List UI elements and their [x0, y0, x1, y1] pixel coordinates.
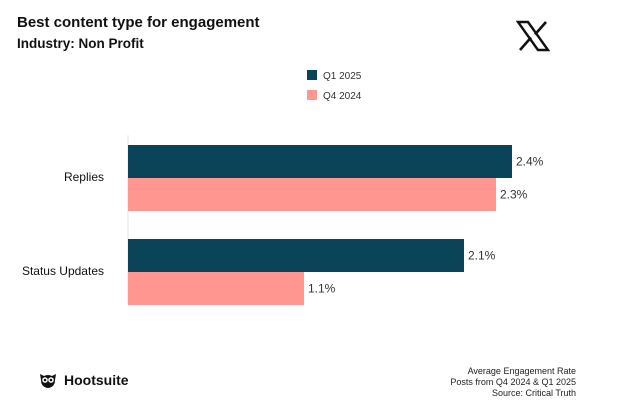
footer-period: Posts from Q4 2024 & Q1 2025	[450, 377, 576, 387]
data-label: 1.1%	[308, 282, 336, 296]
data-label: 2.3%	[500, 188, 528, 202]
category-label: Replies	[64, 170, 104, 184]
legend-swatch-1	[307, 70, 317, 80]
bar-q4-2024	[128, 272, 304, 305]
footer-source: Source: Critical Truth	[491, 388, 576, 398]
owl-icon	[40, 374, 56, 388]
chart-title: Best content type for engagement	[17, 14, 260, 31]
chart-footer: Average Engagement Rate Posts from Q4 20…	[450, 366, 576, 399]
brand-logo: Hootsuite	[38, 371, 129, 389]
legend-swatch-2	[307, 90, 317, 100]
x-logo-icon	[516, 20, 550, 52]
footer-metric: Average Engagement Rate	[467, 366, 576, 376]
legend-label-1: Q1 2025	[323, 71, 362, 82]
chart-subtitle: Industry: Non Profit	[17, 36, 144, 51]
data-label: 2.4%	[516, 155, 544, 169]
data-label: 2.1%	[468, 249, 496, 263]
bar-q1-2025	[128, 145, 512, 178]
category-label: Status Updates	[22, 264, 104, 278]
brand-name: Hootsuite	[64, 372, 129, 388]
legend-label-2: Q4 2024	[323, 91, 362, 102]
bar-q1-2025	[128, 239, 464, 272]
bar-q4-2024	[128, 178, 496, 211]
